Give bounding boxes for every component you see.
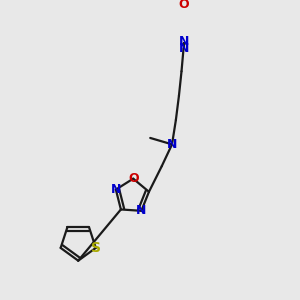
Text: N: N xyxy=(167,138,177,151)
Text: N: N xyxy=(178,34,189,47)
Text: N: N xyxy=(178,42,189,55)
Text: S: S xyxy=(91,241,101,255)
Text: O: O xyxy=(178,0,189,11)
Text: N: N xyxy=(136,204,146,217)
Text: N: N xyxy=(111,183,121,196)
Text: O: O xyxy=(128,172,139,185)
